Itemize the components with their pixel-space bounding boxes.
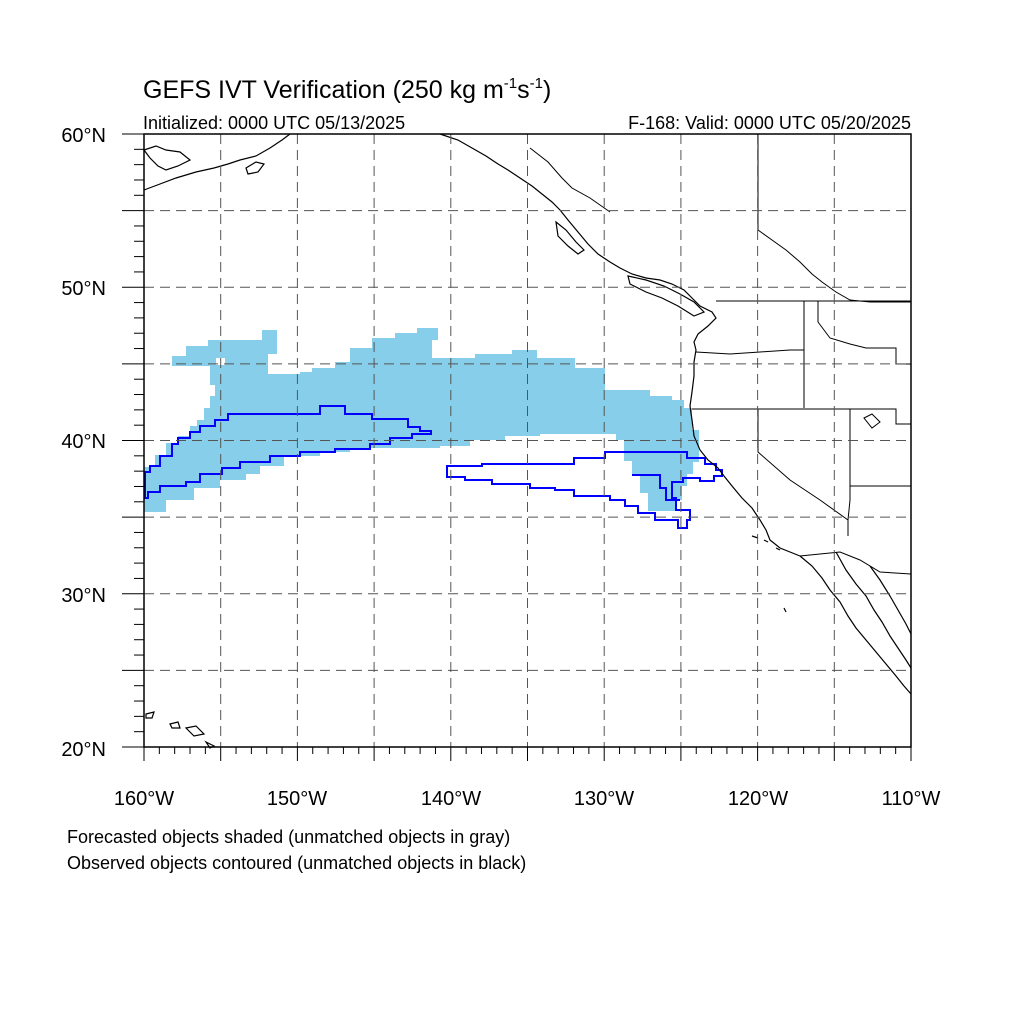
hawaii-islands xyxy=(145,711,216,749)
lake-tahoe xyxy=(863,413,881,429)
washington-oregon-border xyxy=(695,349,804,355)
lon-label-120w: 120°W xyxy=(728,788,788,810)
nevada-east-border xyxy=(847,409,851,536)
mexico-mainland-coast xyxy=(869,565,912,635)
vancouver-island xyxy=(627,275,706,317)
lat-label-60n: 60°N xyxy=(61,125,106,147)
us-mexico-border xyxy=(799,551,912,575)
alaska-coast xyxy=(143,145,192,171)
coastlines xyxy=(143,133,912,749)
oregon-california-border xyxy=(692,408,911,425)
lon-label-160w: 160°W xyxy=(114,788,174,810)
lon-labels: 160°W 150°W 140°W 130°W 120°W 110°W xyxy=(114,788,941,810)
channel-islands xyxy=(751,535,787,613)
california-nevada-border xyxy=(757,409,849,521)
forecast-objects xyxy=(144,328,699,512)
political-boundaries xyxy=(529,134,912,575)
alaska-peninsula xyxy=(143,133,291,191)
lat-labels: 60°N 50°N 40°N 30°N 20°N xyxy=(61,125,106,761)
idaho-boundary xyxy=(803,301,911,408)
baja-california xyxy=(799,555,912,695)
observed-object-inner-line xyxy=(632,474,680,501)
kodiak-island xyxy=(245,161,266,175)
lat-label-50n: 50°N xyxy=(61,278,106,300)
lon-label-110w: 110°W xyxy=(882,788,941,810)
note-observed: Observed objects contoured (unmatched ob… xyxy=(67,853,526,873)
graticule xyxy=(144,134,911,747)
lat-label-30n: 30°N xyxy=(61,585,106,607)
lon-label-150w: 150°W xyxy=(267,788,327,810)
lat-label-40n: 40°N xyxy=(61,431,106,453)
observed-objects xyxy=(144,405,723,529)
note-forecast: Forecasted objects shaded (unmatched obj… xyxy=(67,827,510,847)
alaska-canada-border xyxy=(529,147,611,213)
lat-label-20n: 20°N xyxy=(61,739,106,761)
haida-gwaii xyxy=(555,220,585,255)
lon-label-130w: 130°W xyxy=(574,788,634,810)
init-time: Initialized: 0000 UTC 05/13/2025 xyxy=(143,113,405,133)
lon-label-140w: 140°W xyxy=(421,788,481,810)
plot-title: GEFS IVT Verification (250 kg m-1s-1) xyxy=(143,75,551,104)
forecast-object-main xyxy=(144,328,699,512)
observed-object-west xyxy=(144,405,432,499)
baja-east-coast xyxy=(835,551,912,669)
valid-time: F-168: Valid: 0000 UTC 05/20/2025 xyxy=(628,113,911,133)
axis-ticks xyxy=(122,133,912,761)
gulf-alaska-coast xyxy=(439,133,801,557)
observed-object-east xyxy=(446,451,723,529)
